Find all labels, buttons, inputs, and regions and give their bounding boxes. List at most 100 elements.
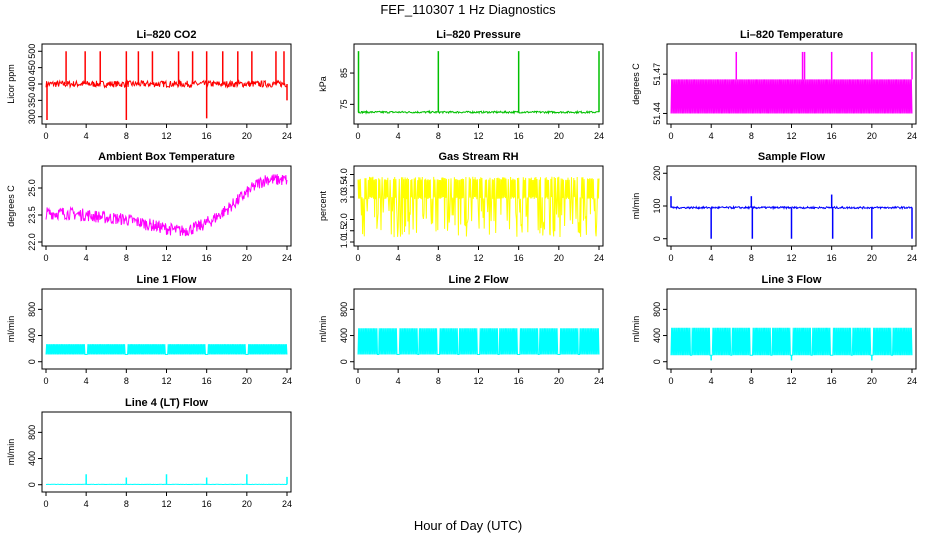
x-tick-label: 8 xyxy=(124,253,129,263)
panel-4: Gas Stream RH 0 4 8 12 16 20 24 1.01.52.0 3.03.54… xyxy=(318,151,604,263)
x-tick-label: 0 xyxy=(668,253,673,263)
panel-title: Li–820 Pressure xyxy=(436,29,520,41)
y-axis-label: ml/min xyxy=(6,439,16,466)
y-tick-label: 85 xyxy=(339,68,349,78)
x-tick-label: 12 xyxy=(161,131,171,141)
series-line xyxy=(45,79,288,89)
y-tick-label: 200 xyxy=(652,166,662,181)
y-tick-label: 0 xyxy=(652,236,662,241)
x-tick-label: 4 xyxy=(709,253,714,263)
x-tick-label: 0 xyxy=(43,499,48,509)
x-tick-label: 20 xyxy=(867,131,877,141)
x-tick-label: 0 xyxy=(355,253,360,263)
x-tick-label: 0 xyxy=(43,131,48,141)
x-tick-label: 20 xyxy=(554,131,564,141)
panel-title: Line 4 (LT) Flow xyxy=(125,397,208,409)
y-tick-label: 400 xyxy=(27,451,37,466)
panel-8: Line 3 Flow 0 4 8 12 16 20 24 0 400 800 ml/min xyxy=(631,274,917,386)
x-tick-label: 16 xyxy=(514,131,524,141)
x-tick-label: 16 xyxy=(514,376,524,386)
x-tick-label: 8 xyxy=(124,376,129,386)
panel-3: Ambient Box Temperature 0 4 8 12 16 20 24 22.0 23… xyxy=(6,151,292,263)
series-line xyxy=(670,79,913,114)
x-tick-label: 0 xyxy=(355,131,360,141)
y-tick-label: 23.5 xyxy=(27,206,37,224)
x-tick-label: 8 xyxy=(749,253,754,263)
y-axis-label: percent xyxy=(318,190,328,221)
x-tick-label: 20 xyxy=(242,376,252,386)
x-tick-label: 16 xyxy=(827,376,837,386)
x-tick-label: 24 xyxy=(282,376,292,386)
series-line xyxy=(45,344,288,355)
x-tick-label: 12 xyxy=(161,376,171,386)
y-axis-label: kPa xyxy=(318,76,328,92)
x-tick-label: 16 xyxy=(827,131,837,141)
x-tick-label: 4 xyxy=(84,499,89,509)
panel-title: Gas Stream RH xyxy=(438,151,518,163)
y-tick-label: 800 xyxy=(27,302,37,317)
panel-title: Line 2 Flow xyxy=(449,274,509,286)
plot-frame xyxy=(353,288,604,370)
y-axis-label: ml/min xyxy=(318,316,328,343)
x-tick-label: 8 xyxy=(749,131,754,141)
x-tick-label: 24 xyxy=(907,253,917,263)
panel-title: Sample Flow xyxy=(758,151,826,163)
x-tick-label: 16 xyxy=(514,253,524,263)
x-tick-label: 8 xyxy=(124,499,129,509)
y-axis-label: ml/min xyxy=(6,316,16,343)
panel-5: Sample Flow 0 4 8 12 16 20 24 0 100 200 ml/min xyxy=(631,151,917,263)
x-tick-label: 20 xyxy=(554,253,564,263)
series-line xyxy=(45,174,288,237)
y-tick-label: 1.5 xyxy=(339,224,349,237)
series-line xyxy=(357,328,600,355)
x-tick-label: 12 xyxy=(786,253,796,263)
x-axis-caption: Hour of Day (UTC) xyxy=(413,518,523,533)
y-tick-label: 0 xyxy=(339,359,349,364)
y-axis-label: degrees C xyxy=(6,185,16,227)
panel-title: Li–820 CO2 xyxy=(137,29,197,41)
x-tick-label: 12 xyxy=(473,253,483,263)
y-tick-label: 800 xyxy=(652,302,662,317)
y-tick-label: 51.44 xyxy=(652,102,662,125)
x-tick-label: 24 xyxy=(594,376,604,386)
x-tick-label: 24 xyxy=(907,376,917,386)
y-tick-label: 400 xyxy=(652,328,662,343)
x-tick-label: 24 xyxy=(282,499,292,509)
panel-7: Line 2 Flow 0 4 8 12 16 20 24 0 400 800 ml/min xyxy=(318,274,604,386)
x-tick-label: 12 xyxy=(473,376,483,386)
y-axis-label: Licor ppm xyxy=(6,64,16,104)
x-tick-label: 8 xyxy=(436,131,441,141)
x-tick-label: 8 xyxy=(436,253,441,263)
panel-title: Line 3 Flow xyxy=(762,274,822,286)
series-line xyxy=(357,109,600,115)
x-tick-label: 4 xyxy=(84,376,89,386)
x-tick-label: 12 xyxy=(161,253,171,263)
plot-frame xyxy=(41,288,292,370)
x-tick-label: 24 xyxy=(594,253,604,263)
x-tick-label: 16 xyxy=(202,499,212,509)
y-tick-label: 0 xyxy=(27,359,37,364)
x-tick-label: 0 xyxy=(668,376,673,386)
x-tick-label: 8 xyxy=(749,376,754,386)
x-tick-label: 0 xyxy=(668,131,673,141)
panel-title: Li–820 Temperature xyxy=(740,29,843,41)
x-tick-label: 20 xyxy=(554,376,564,386)
x-tick-label: 12 xyxy=(473,131,483,141)
x-tick-label: 4 xyxy=(396,131,401,141)
x-tick-label: 4 xyxy=(709,376,714,386)
y-axis-label: ml/min xyxy=(631,193,641,220)
x-tick-label: 24 xyxy=(594,131,604,141)
x-tick-label: 0 xyxy=(43,376,48,386)
series-line xyxy=(670,327,913,356)
y-tick-label: 400 xyxy=(27,76,37,91)
panel-title: Ambient Box Temperature xyxy=(98,151,235,163)
y-axis-label: degrees C xyxy=(631,63,641,105)
x-tick-label: 24 xyxy=(282,131,292,141)
y-tick-label: 22.0 xyxy=(27,233,37,251)
series-line xyxy=(357,176,600,238)
x-tick-label: 24 xyxy=(907,131,917,141)
x-tick-label: 16 xyxy=(202,131,212,141)
x-tick-label: 0 xyxy=(355,376,360,386)
y-tick-label: 3.5 xyxy=(339,179,349,192)
y-tick-label: 300 xyxy=(27,109,37,124)
